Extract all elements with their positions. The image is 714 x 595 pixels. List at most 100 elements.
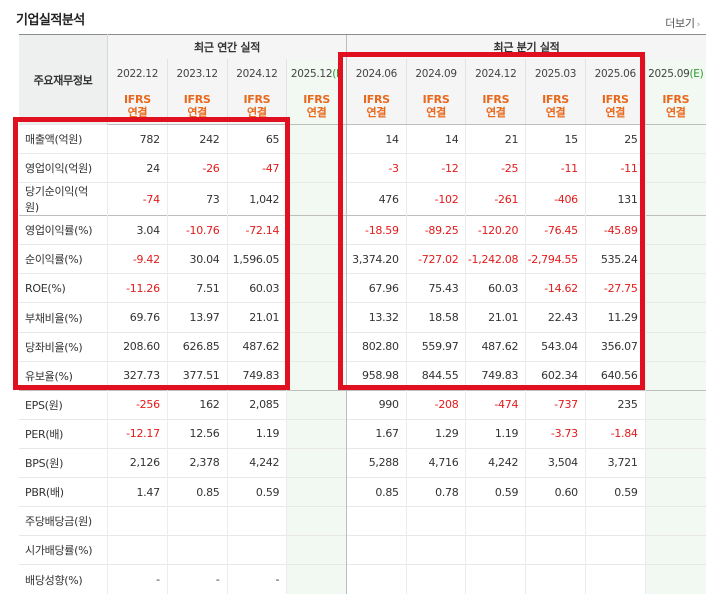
table-cell: 640.56: [584, 360, 646, 391]
estimate-cell: [644, 244, 706, 274]
ifrs-label: IFRS: [422, 93, 450, 107]
table-row: 시가배당률(%): [19, 535, 706, 565]
table-row: 유보율(%) 327.73 377.51 749.83 958.98 844.55 749.…: [19, 360, 706, 391]
table-cell: 30.04: [166, 244, 227, 274]
row-label: 매출액(억원): [19, 123, 108, 154]
estimate-cell: [644, 477, 706, 507]
table-cell: 487.62: [226, 331, 287, 362]
ifrs-label: IFRS: [243, 93, 271, 107]
row-label: ROE(%): [19, 273, 108, 303]
table-cell: 14: [346, 123, 407, 154]
table-cell: -: [226, 564, 287, 594]
table-cell: 4,242: [465, 447, 526, 478]
estimate-cell: [644, 389, 706, 420]
table-cell: -474: [465, 389, 526, 420]
table-row: 순이익률(%) -9.42 30.04 1,596.05 3,374.20 -727.02…: [19, 244, 706, 274]
table-cell: [346, 564, 407, 594]
table-cell: 75.43: [405, 273, 466, 303]
table-cell: 1,596.05: [226, 244, 287, 274]
estimate-cell: [286, 273, 347, 303]
row-label: 부채비율(%): [19, 302, 108, 333]
table-row: BPS(원) 2,126 2,378 4,242 5,288 4,716 4,242 3,50…: [19, 447, 706, 478]
table-cell: [107, 506, 168, 536]
table-cell: 3.04: [107, 215, 168, 245]
table-cell: 162: [166, 389, 227, 420]
row-label: PBR(배): [19, 477, 108, 507]
ifrs-basis-header: IFRS 연결: [286, 88, 347, 125]
row-label: 순이익률(%): [19, 244, 108, 274]
table-cell: [346, 506, 407, 536]
ifrs-label: IFRS: [124, 93, 151, 107]
table-cell: -256: [107, 389, 168, 420]
table-cell: 1,042: [226, 182, 287, 216]
table-row: EPS(원) -256 162 2,085 990 -208 -474 -737 235: [19, 389, 706, 420]
estimate-cell: [286, 123, 347, 154]
table-cell: [465, 506, 526, 536]
table-cell: 14: [405, 123, 466, 154]
table-cell: [226, 506, 287, 536]
table-cell: -406: [525, 182, 586, 216]
row-label: EPS(원): [19, 389, 108, 420]
corner-label: 주요재무정보: [19, 34, 109, 125]
table-row: 매출액(억원) 782 242 65 14 14 21 15 25: [19, 123, 706, 154]
estimate-cell: [644, 302, 706, 333]
table-cell: 5,288: [346, 447, 407, 478]
table-cell: 7.51: [166, 273, 227, 303]
table-cell: -208: [405, 389, 466, 420]
consolidated-label: 연결: [545, 106, 566, 120]
table-cell: -: [107, 564, 168, 594]
table-cell: -12: [405, 153, 466, 183]
table-cell: -737: [525, 389, 586, 420]
table-cell: 69.76: [107, 302, 168, 333]
row-label: 주당배당금(원): [19, 506, 108, 536]
table-cell: 1.19: [226, 418, 287, 449]
table-cell: 242: [166, 123, 227, 154]
table-cell: 67.96: [346, 273, 407, 303]
table-cell: 4,716: [405, 447, 466, 478]
table-cell: 487.62: [465, 331, 526, 362]
table-cell: 235: [584, 389, 646, 420]
more-link[interactable]: 더보기 ›: [665, 15, 700, 31]
table-cell: 18.58: [405, 302, 466, 333]
row-label: 당좌비율(%): [19, 331, 108, 362]
table-row: 부채비율(%) 69.76 13.97 21.01 13.32 18.58 21.01 22.…: [19, 302, 706, 333]
ifrs-basis-header: IFRS 연결: [405, 88, 466, 125]
table-cell: 21.01: [465, 302, 526, 333]
estimate-cell: [644, 418, 706, 449]
estimate-cell: [644, 153, 706, 183]
table-cell: 208.60: [107, 331, 168, 362]
ifrs-label: IFRS: [303, 93, 331, 107]
table-cell: 0.85: [346, 477, 407, 507]
table-cell: 13.32: [346, 302, 407, 333]
more-label: 더보기: [665, 17, 695, 30]
row-label: 시가배당률(%): [19, 535, 108, 565]
table-cell: [405, 564, 466, 594]
estimate-cell: [644, 506, 706, 536]
table-cell: [584, 564, 646, 594]
table-cell: [166, 535, 227, 565]
table-row: 영업이익(억원) 24 -26 -47 -3 -12 -25 -11 -11: [19, 153, 706, 183]
table-cell: -1.84: [584, 418, 646, 449]
table-cell: -12.17: [107, 418, 168, 449]
table-cell: -727.02: [405, 244, 466, 274]
table-cell: -10.76: [166, 215, 227, 245]
period-label: 2025.12: [290, 67, 333, 80]
estimate-cell: [286, 389, 347, 420]
table-cell: 22.43: [525, 302, 586, 333]
table-cell: -3: [346, 153, 407, 183]
section-title: 기업실적분석: [16, 13, 85, 28]
estimate-cell: [286, 153, 347, 183]
period-header: 2024.09: [405, 58, 466, 89]
estimate-mark: (E: [332, 67, 343, 80]
ifrs-label: IFRS: [362, 93, 390, 107]
table-cell: 21.01: [226, 302, 287, 333]
table-cell: -102: [405, 182, 466, 216]
period-header: 2023.12: [166, 58, 227, 89]
table-cell: -27.75: [584, 273, 646, 303]
table-cell: -45.89: [584, 215, 646, 245]
estimate-cell: [286, 215, 347, 245]
table-cell: 1.19: [465, 418, 526, 449]
period-header: 2025.03: [525, 58, 586, 89]
table-cell: 73: [166, 182, 227, 216]
table-cell: -120.20: [465, 215, 526, 245]
